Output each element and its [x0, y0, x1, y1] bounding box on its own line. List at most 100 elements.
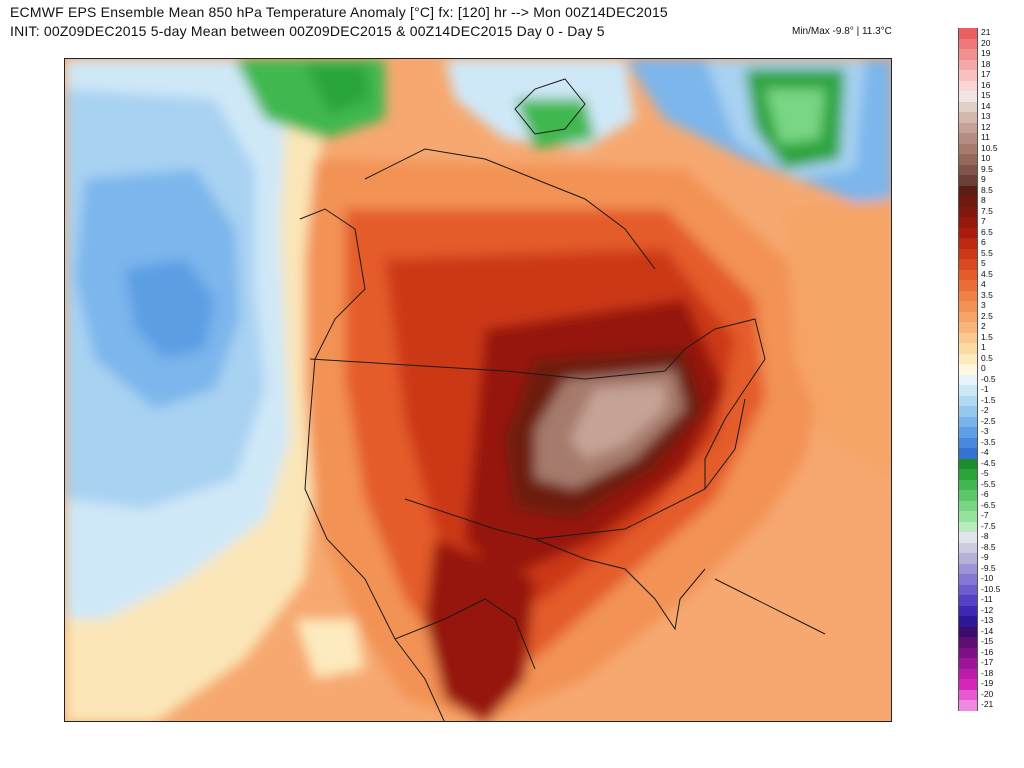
colorbar-swatch: [958, 437, 978, 448]
colorbar-label: 4: [981, 279, 986, 289]
colorbar-swatch: [958, 521, 978, 532]
colorbar-label: 15: [981, 90, 991, 100]
colorbar-label: -17: [981, 657, 994, 667]
colorbar-swatch: [958, 301, 978, 312]
colorbar-label: -5: [981, 468, 989, 478]
colorbar-swatch: [958, 80, 978, 91]
arctic-island: [514, 78, 586, 135]
colorbar-label: 3: [981, 300, 986, 310]
colorbar-swatch: [958, 154, 978, 165]
colorbar-label: 17: [981, 69, 991, 79]
colorbar-label: -3: [981, 426, 989, 436]
colorbar-label: 8: [981, 195, 986, 205]
colorbar-label: 13: [981, 111, 991, 121]
colorbar-swatch: [958, 574, 978, 585]
colorbar-swatch: [958, 290, 978, 301]
colorbar-swatch: [958, 59, 978, 70]
colorbar-label: -5.5: [981, 478, 996, 489]
colorbar-label: 18: [981, 58, 991, 69]
colorbar-label: -8: [981, 531, 989, 541]
colorbar-swatch: [958, 311, 978, 322]
colorbar-swatch: [958, 626, 978, 637]
colorbar-label: -4: [981, 447, 989, 457]
east-coastline: [704, 318, 766, 489]
colorbar-label: 7.5: [981, 205, 993, 216]
canada-north-lines: [364, 148, 656, 270]
colorbar-swatch: [958, 700, 978, 711]
colorbar-swatch: [958, 217, 978, 228]
colorbar-swatch: [958, 343, 978, 354]
colorbar-swatch: [958, 479, 978, 490]
colorbar-swatch: [958, 185, 978, 196]
colorbar-label: 0.5: [981, 352, 993, 363]
colorbar-label: 10: [981, 153, 991, 163]
colorbar-swatch: [958, 658, 978, 669]
colorbar-label: 12: [981, 121, 991, 132]
colorbar-label: 7: [981, 216, 986, 226]
colorbar-swatch: [958, 427, 978, 438]
colorbar-label: 8.5: [981, 184, 993, 195]
colorbar-label: 10.5: [981, 142, 998, 153]
colorbar-label: -9.5: [981, 562, 996, 573]
min-max-label: Min/Max -9.8° | 11.3°C: [792, 26, 892, 37]
colorbar-swatch: [958, 353, 978, 364]
colorbar-swatch: [958, 563, 978, 574]
colorbar-swatch: [958, 112, 978, 123]
colorbar-swatch: [958, 616, 978, 627]
colorbar-label: -2.5: [981, 415, 996, 426]
colorbar-swatch: [958, 469, 978, 480]
colorbar-label: -4.5: [981, 457, 996, 468]
colorbar-swatch: [958, 206, 978, 217]
colorbar-label: 4.5: [981, 268, 993, 279]
colorbar-swatch: [958, 143, 978, 154]
colorbar-label: 1: [981, 342, 986, 352]
colorbar-swatch: [958, 91, 978, 102]
colorbar-swatch: [958, 164, 978, 175]
colorbar-label: -10.5: [981, 583, 1001, 594]
colorbar-label: 16: [981, 79, 991, 90]
colorbar-label: 21: [981, 27, 991, 37]
colorbar-swatch: [958, 238, 978, 249]
map-canvas: [65, 59, 891, 721]
colorbar-label: 14: [981, 100, 991, 111]
colorbar-swatch: [958, 70, 978, 81]
anomaly-field: [65, 59, 891, 721]
colorbar-swatch: [958, 280, 978, 291]
colorbar-swatch: [958, 668, 978, 679]
colorbar-label: 1.5: [981, 331, 993, 342]
colorbar-swatch: [958, 259, 978, 270]
colorbar-swatch: [958, 227, 978, 238]
colorbar-label: 0: [981, 363, 986, 373]
colorbar-swatch: [958, 490, 978, 501]
colorbar-swatch: [958, 28, 978, 39]
colorbar-label: -2: [981, 405, 989, 415]
colorbar-label: 9: [981, 174, 986, 184]
colorbar-swatch: [958, 406, 978, 417]
colorbar-swatch: [958, 511, 978, 522]
colorbar-label: 6.5: [981, 226, 993, 237]
colorbar-label: -10: [981, 573, 994, 583]
colorbar-swatch: [958, 584, 978, 595]
colorbar-swatch: [958, 542, 978, 553]
gulf-coastline: [534, 538, 706, 631]
colorbar-label: -1.5: [981, 394, 996, 405]
colorbar-label: 9.5: [981, 163, 993, 174]
colorbar-swatch: [958, 500, 978, 511]
colorbar-label: -11: [981, 594, 993, 604]
colorbar-swatch: [958, 647, 978, 658]
colorbar-swatch: [958, 332, 978, 343]
colorbar-label: -6.5: [981, 499, 996, 510]
colorbar-label: 6: [981, 237, 986, 247]
colorbar-swatch: [958, 374, 978, 385]
colorbar-label: -19: [981, 678, 994, 688]
colorbar-label: -20: [981, 688, 994, 699]
state-lines: [404, 398, 746, 540]
colorbar-label: -16: [981, 646, 994, 657]
colorbar-label: 5: [981, 258, 986, 268]
colorbar-swatch: [958, 448, 978, 459]
colorbar-label: -18: [981, 667, 994, 678]
colorbar-swatch: [958, 322, 978, 333]
colorbar-swatch: [958, 133, 978, 144]
colorbar-swatch: [958, 637, 978, 648]
colorbar-label: 2.5: [981, 310, 993, 321]
